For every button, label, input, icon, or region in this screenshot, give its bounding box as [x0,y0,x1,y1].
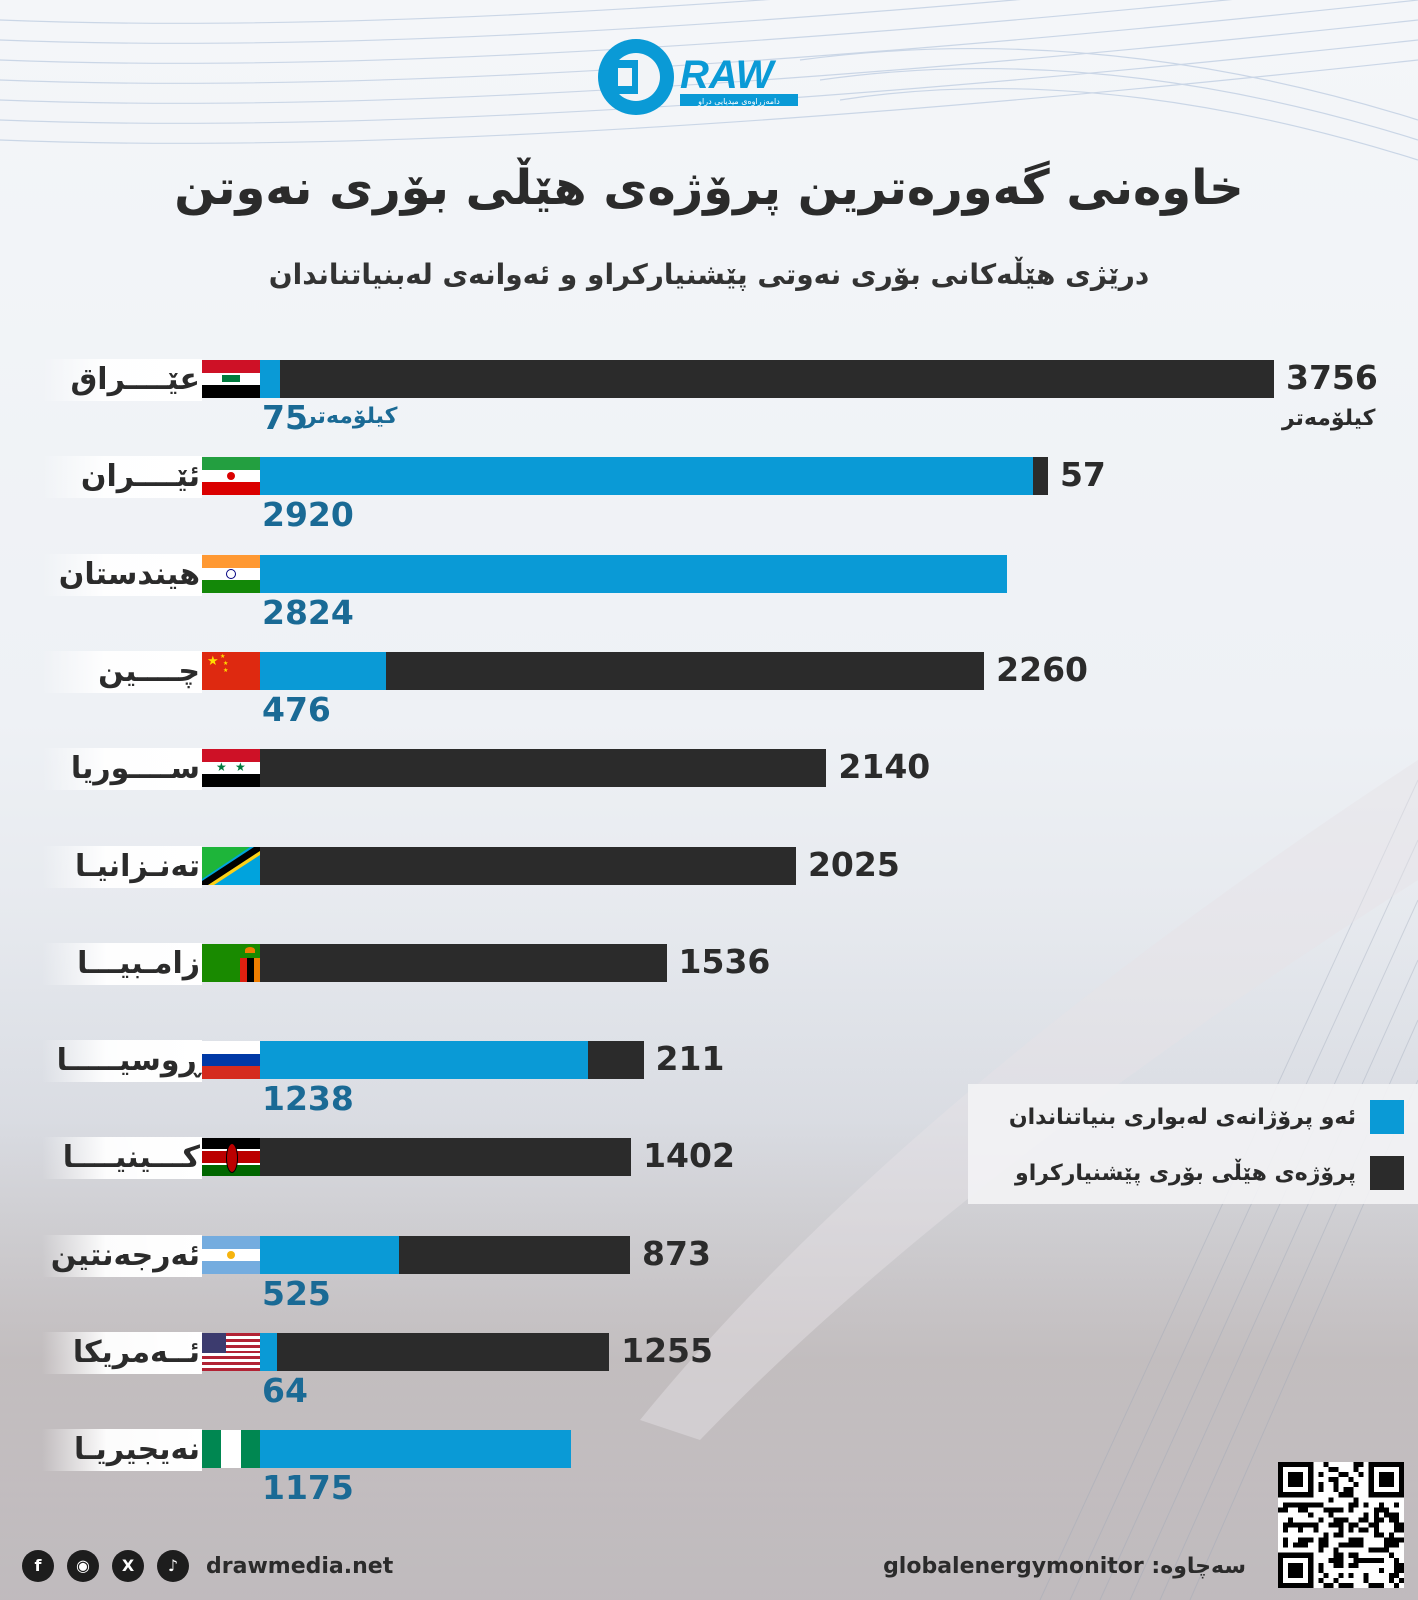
country-name: تەنـزانیـا [42,846,202,888]
data-label-built: 64 [262,1371,308,1410]
bar-built [260,555,1008,593]
country-name: ئەرجەنتین [42,1235,202,1277]
flag-china-icon: ★ ★ ★ ★ [202,652,260,690]
data-label-proposed: 2025 [807,845,900,884]
country-name: زامـبیـــا [42,943,202,985]
flag-india-icon [202,555,260,593]
flag-iraq-icon [202,360,260,398]
legend-item-built: ئەو پرۆژانەی لەبواری بنیاتناندان [1009,1100,1404,1134]
data-label-proposed: 1536 [678,942,771,981]
flag-kenya-icon [202,1138,260,1176]
logo-text: RAW [680,53,777,97]
data-label-built: 525 [262,1274,331,1313]
bar-proposed [260,847,796,885]
legend-label-built: ئەو پرۆژانەی لەبواری بنیاتناندان [1008,1104,1356,1130]
country-name: عێــــراق [42,359,202,401]
bar-built [260,1041,588,1079]
legend-swatch-built [1370,1100,1404,1134]
data-label-proposed: 2260 [996,650,1089,689]
bar-proposed [385,652,985,690]
data-label-proposed: 1255 [621,1331,713,1370]
page-subtitle: درێژی هێڵەکانی بۆری نەوتی پێشنیارکراو و … [268,258,1150,291]
country-name: ئێــــران [42,456,202,498]
bar-proposed [398,1236,631,1274]
data-label-proposed: 873 [642,1234,711,1273]
bar-built [260,457,1033,495]
data-label-proposed: 1402 [643,1136,735,1175]
bar-proposed [279,360,1274,398]
legend-swatch-proposed [1370,1156,1404,1190]
flag-syria-icon: ★ ★ [202,749,260,787]
flag-tanzania-icon [202,847,260,885]
bar-proposed [260,749,827,787]
data-label-built: 476 [262,690,331,729]
data-label-proposed: 211 [655,1039,725,1078]
bar-built [260,360,280,398]
website-link[interactable]: drawmedia.net [206,1553,394,1579]
data-label-proposed: 3756 [1286,358,1378,397]
flag-nigeria-icon [202,1430,260,1468]
data-label-built: 75 [262,398,308,437]
country-name: هیندستان [42,554,202,596]
country-name: ڕوسیـــــا [42,1040,202,1082]
bar-proposed [260,944,667,982]
legend-label-proposed: پرۆژەی هێڵی بۆری پێشنیارکراو [1015,1160,1356,1186]
flag-usa-icon [202,1333,260,1371]
instagram-icon[interactable]: ◉ [67,1550,99,1582]
country-name: نەیجیریـا [42,1429,202,1471]
qr-code[interactable] [1278,1462,1404,1588]
page-title: خاوەنی گەورەترین پرۆژەی هێڵی بۆری نەوتن [174,160,1244,216]
bar-proposed [260,1138,632,1176]
data-label-built: 1175 [262,1468,354,1507]
flag-iran-icon [202,457,260,495]
footer-social: f ◉ X ♪ drawmedia.net [22,1547,393,1585]
unit-label-built: کیلۆمەتر [304,404,398,429]
flag-argentina-icon [202,1236,260,1274]
bar-proposed [276,1333,610,1371]
unit-label: کیلۆمەتر [1282,406,1376,431]
flag-russia-icon [202,1041,260,1079]
bar-proposed [1032,457,1048,495]
bar-built [260,1430,571,1468]
country-name: ســــوریا [42,748,202,790]
bar-built [260,1236,399,1274]
bar-proposed [587,1041,644,1079]
facebook-icon[interactable]: f [22,1550,54,1582]
x-icon[interactable]: X [112,1550,144,1582]
legend-item-proposed: پرۆژەی هێڵی بۆری پێشنیارکراو [1015,1156,1404,1190]
bar-built [260,652,386,690]
data-label-built: 2920 [262,495,354,534]
data-label-proposed: 2140 [838,747,931,786]
source-credit: globalenergymonitor :سەچاوە [883,1554,1246,1579]
bar-built [260,1333,277,1371]
tiktok-icon[interactable]: ♪ [157,1550,189,1582]
draw-logo: RAW دامەزراوەی میدیایی دراو [598,39,798,115]
country-name: کـــینیــــا [42,1137,202,1179]
country-name: چــــین [42,651,202,693]
legend: ئەو پرۆژانەی لەبواری بنیاتناندان پرۆژەی … [968,1084,1418,1204]
flag-zambia-icon [202,944,260,982]
country-name: ئــەمریکا [42,1332,202,1374]
data-label-built: 1238 [262,1079,354,1118]
logo-tagline: دامەزراوەی میدیایی دراو [697,97,780,106]
data-label-built: 2824 [262,593,354,632]
data-label-proposed: 57 [1059,455,1106,494]
